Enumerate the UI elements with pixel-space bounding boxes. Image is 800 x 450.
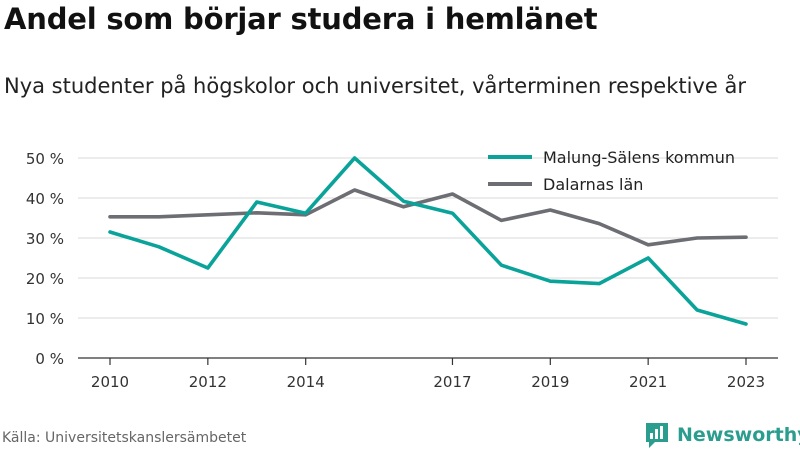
x-tick-label: 2021 <box>629 373 667 391</box>
bar-chart-speech-icon <box>646 423 668 448</box>
series-line-dalarnas-l-n <box>108 188 748 247</box>
source-note: Källa: Universitetskanslersämbetet <box>2 430 247 446</box>
legend-label: Dalarnas län <box>543 175 643 194</box>
x-axis: 2010 2012 2014 2017 2019 2021 2023 <box>78 357 778 391</box>
y-tick-label: 0 % <box>35 350 64 368</box>
legend: Malung-Sälens kommun Dalarnas län <box>488 148 735 194</box>
y-tick-label: 10 % <box>26 310 64 328</box>
x-tick-label: 2019 <box>531 373 569 391</box>
x-tick-label: 2012 <box>189 373 227 391</box>
chart-subtitle: Nya studenter på högskolor och universit… <box>4 74 746 98</box>
y-tick-label: 40 % <box>26 190 64 208</box>
series-lines <box>108 156 748 326</box>
x-tick-label: 2017 <box>433 373 471 391</box>
y-tick-label: 20 % <box>26 270 64 288</box>
series-line-malung-s-lens-kommun <box>108 156 748 326</box>
x-tick-label: 2010 <box>91 373 129 391</box>
y-tick-label: 50 % <box>26 150 64 168</box>
y-tick-label: 30 % <box>26 230 64 248</box>
brand-name: Newsworthy <box>677 424 800 446</box>
grid-lines <box>78 157 778 319</box>
brand-logo: Newsworthy <box>644 421 800 449</box>
line-chart: 0 % 10 % 20 % 30 % 40 % 50 % 2010 2012 2014 2017… <box>26 148 778 391</box>
legend-label: Malung-Sälens kommun <box>543 148 735 167</box>
x-tick-label: 2023 <box>727 373 765 391</box>
x-tick-label: 2014 <box>287 373 325 391</box>
y-axis: 0 % 10 % 20 % 30 % 40 % 50 % <box>26 150 64 368</box>
chart-title: Andel som börjar studera i hemlänet <box>4 2 598 36</box>
